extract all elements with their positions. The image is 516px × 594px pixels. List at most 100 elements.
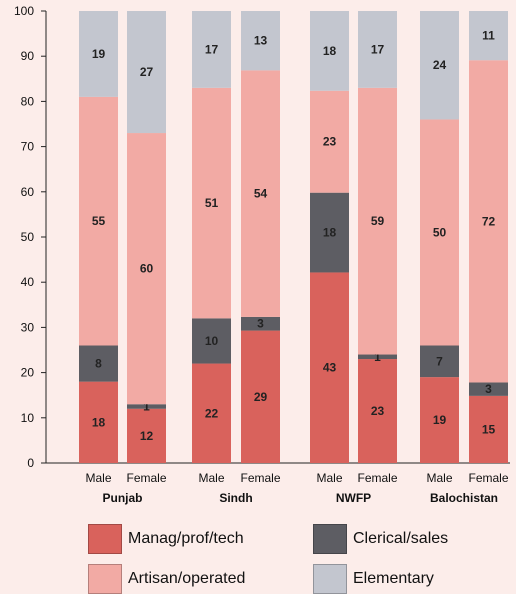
legend-swatch-clerical	[313, 524, 347, 554]
data-label-balochistan-male-manag-prof-tech: 19	[433, 413, 447, 427]
legend-label-artisan: Artisan/operated	[128, 570, 246, 587]
bar-segment-punjab-male-clerical-sales	[79, 345, 118, 382]
group-label-nwfp: NWFP	[336, 491, 371, 505]
data-label-punjab-male-artisan-operated: 55	[92, 214, 106, 228]
bar-segment-balochistan-female-elementary	[469, 11, 508, 61]
data-label-nwfp-female-manag-prof-tech: 23	[371, 404, 385, 418]
bar-segment-punjab-female-manag-prof-tech	[127, 408, 166, 463]
x-tick-label-nwfp-female: Female	[357, 471, 397, 485]
data-label-sindh-male-manag-prof-tech: 22	[205, 406, 219, 420]
data-label-sindh-male-elementary: 17	[205, 42, 219, 56]
bar-segment-sindh-male-artisan-operated	[192, 87, 231, 319]
legend-swatch-manag	[88, 524, 122, 554]
group-label-balochistan: Balochistan	[430, 491, 498, 505]
legend-item-elementary: Elementary	[313, 564, 434, 594]
y-tick-label-80: 80	[21, 94, 35, 108]
data-label-sindh-male-clerical-sales: 10	[205, 334, 219, 348]
bar-segment-punjab-male-artisan-operated	[79, 96, 118, 346]
data-label-balochistan-male-elementary: 24	[433, 58, 447, 72]
x-tick-label-sindh-female: Female	[240, 471, 280, 485]
legend-label-elementary: Elementary	[353, 570, 434, 587]
bar-segment-sindh-female-elementary	[241, 11, 280, 71]
y-tick-label-0: 0	[27, 456, 34, 470]
data-label-punjab-male-manag-prof-tech: 18	[92, 415, 106, 429]
legend-swatch-elementary	[313, 564, 347, 594]
data-label-nwfp-female-artisan-operated: 59	[371, 214, 385, 228]
bar-segment-sindh-female-artisan-operated	[241, 70, 280, 317]
bar-segment-nwfp-female-manag-prof-tech	[358, 359, 397, 463]
y-tick-label-70: 70	[21, 140, 35, 154]
data-label-nwfp-male-artisan-operated: 23	[323, 135, 337, 149]
bar-segment-nwfp-female-elementary	[358, 11, 397, 88]
data-label-nwfp-male-clerical-sales: 18	[323, 226, 337, 240]
y-tick-label-40: 40	[21, 275, 35, 289]
legend-swatch-artisan	[88, 564, 122, 594]
bar-segment-punjab-male-manag-prof-tech	[79, 381, 118, 463]
y-tick-label-100: 100	[14, 4, 34, 18]
legend-label-clerical: Clerical/sales	[353, 530, 449, 547]
bar-segment-balochistan-female-artisan-operated	[469, 60, 508, 383]
bar-segment-nwfp-female-artisan-operated	[358, 87, 397, 355]
bar-segment-balochistan-male-manag-prof-tech	[420, 377, 459, 463]
data-label-sindh-female-artisan-operated: 54	[254, 187, 268, 201]
bar-segment-sindh-male-manag-prof-tech	[192, 363, 231, 463]
data-label-sindh-female-manag-prof-tech: 29	[254, 390, 268, 404]
bar-segment-nwfp-male-clerical-sales	[310, 192, 349, 273]
data-label-punjab-female-artisan-operated: 60	[140, 262, 154, 276]
legend-item-clerical: Clerical/sales	[313, 524, 448, 554]
data-label-nwfp-male-manag-prof-tech: 43	[323, 361, 337, 375]
data-label-balochistan-male-artisan-operated: 50	[433, 225, 447, 239]
bar-segment-sindh-male-elementary	[192, 11, 231, 88]
data-label-sindh-female-elementary: 13	[254, 34, 268, 48]
data-label-sindh-female-clerical-sales: 3	[257, 317, 264, 331]
data-label-punjab-male-clerical-sales: 8	[95, 357, 102, 371]
x-tick-label-nwfp-male: Male	[316, 471, 342, 485]
y-tick-label-30: 30	[21, 320, 35, 334]
bar-segment-balochistan-male-elementary	[420, 11, 459, 120]
bar-segment-nwfp-male-manag-prof-tech	[310, 272, 349, 463]
bar-segment-balochistan-male-artisan-operated	[420, 119, 459, 346]
data-label-nwfp-female-clerical-sales: 1	[374, 350, 381, 364]
bar-segment-punjab-female-artisan-operated	[127, 133, 166, 405]
legend-item-manag: Manag/prof/tech	[88, 524, 244, 554]
x-tick-label-punjab-male: Male	[85, 471, 111, 485]
data-label-balochistan-female-clerical-sales: 3	[485, 382, 492, 396]
bar-segment-balochistan-male-clerical-sales	[420, 345, 459, 378]
x-tick-label-balochistan-female: Female	[468, 471, 508, 485]
data-label-sindh-male-artisan-operated: 51	[205, 196, 219, 210]
data-label-nwfp-female-elementary: 17	[371, 42, 385, 56]
x-tick-label-sindh-male: Male	[198, 471, 224, 485]
bar-segment-nwfp-male-elementary	[310, 11, 349, 91]
y-tick-label-10: 10	[21, 411, 35, 425]
bar-segment-nwfp-male-artisan-operated	[310, 90, 349, 193]
data-label-punjab-male-elementary: 19	[92, 47, 106, 61]
group-label-sindh: Sindh	[219, 491, 252, 505]
bar-segment-nwfp-female-clerical-sales	[358, 354, 397, 360]
data-label-punjab-female-manag-prof-tech: 12	[140, 429, 154, 443]
data-label-punjab-female-elementary: 27	[140, 65, 154, 79]
data-label-punjab-female-clerical-sales: 1	[143, 400, 150, 414]
data-label-balochistan-female-elementary: 11	[482, 29, 495, 43]
data-label-balochistan-female-artisan-operated: 72	[482, 214, 496, 228]
x-tick-label-balochistan-male: Male	[426, 471, 452, 485]
legend-label-manag: Manag/prof/tech	[128, 530, 244, 547]
y-tick-label-50: 50	[21, 230, 35, 244]
bar-segment-balochistan-female-clerical-sales	[469, 382, 508, 396]
y-tick-label-60: 60	[21, 185, 35, 199]
data-label-nwfp-male-elementary: 18	[323, 44, 337, 58]
group-label-punjab: Punjab	[102, 491, 142, 505]
bar-segment-sindh-male-clerical-sales	[192, 318, 231, 364]
bar-segment-sindh-female-clerical-sales	[241, 316, 280, 331]
bar-segment-punjab-male-elementary	[79, 11, 118, 97]
data-label-balochistan-male-clerical-sales: 7	[436, 354, 443, 368]
bar-segment-balochistan-female-manag-prof-tech	[469, 395, 508, 463]
x-tick-label-punjab-female: Female	[126, 471, 166, 485]
bar-segment-punjab-female-clerical-sales	[127, 404, 166, 409]
bar-segment-punjab-female-elementary	[127, 11, 166, 134]
data-label-balochistan-female-manag-prof-tech: 15	[482, 422, 496, 436]
legend-item-artisan: Artisan/operated	[88, 564, 245, 594]
y-tick-label-20: 20	[21, 366, 35, 380]
y-tick-label-90: 90	[21, 49, 35, 63]
